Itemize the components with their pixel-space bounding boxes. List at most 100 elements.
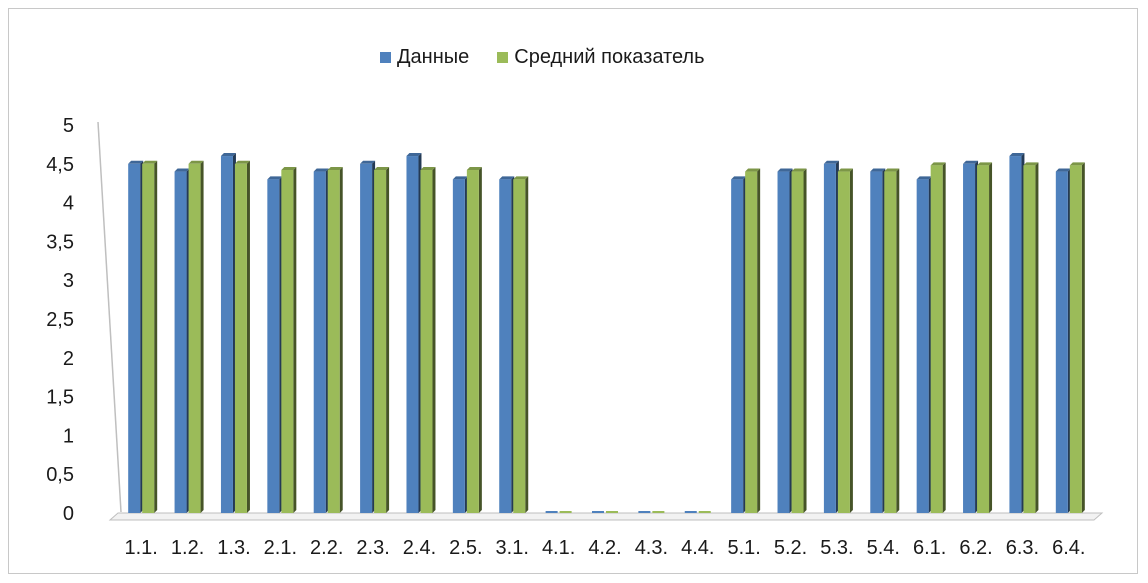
bar-top-series-1-6.2. xyxy=(963,160,979,164)
bar-series-1-2.2. xyxy=(313,171,326,513)
bar-top-series-2-1.3. xyxy=(234,160,250,164)
bar-top-series-1-1.3. xyxy=(220,153,236,157)
y-tick-label: 2 xyxy=(63,348,74,370)
bar-series-1-5.4. xyxy=(870,171,883,513)
y-axis-line xyxy=(97,121,122,513)
bar-series-1-5.2. xyxy=(777,171,790,513)
x-tick-label: 4.2. xyxy=(588,537,621,559)
bar-series-1-2.4. xyxy=(406,156,419,514)
bar-series-1-5.3. xyxy=(823,163,836,514)
legend: Данные Средний показатель xyxy=(380,44,705,70)
legend-swatch-series-2 xyxy=(497,51,509,63)
bar-top-series-2-6.1. xyxy=(930,162,946,166)
y-tick-label: 0 xyxy=(63,503,74,525)
bar-top-series-1-1.2. xyxy=(174,168,190,172)
x-tick-label: 5.4. xyxy=(867,537,900,559)
bar-top-series-2-6.4. xyxy=(1069,162,1085,166)
bar-top-series-1-6.3. xyxy=(1009,153,1025,157)
bar-top-series-1-6.4. xyxy=(1055,168,1071,172)
bar-series-2-4.3. xyxy=(652,511,665,513)
bar-series-1-4.2. xyxy=(592,511,604,513)
bar-series-2-1.3. xyxy=(234,163,247,514)
x-tick-label: 2.1. xyxy=(264,537,297,559)
bar-series-2-1.2. xyxy=(188,163,201,514)
bar-side-series-2-2.2. xyxy=(339,167,343,513)
bar-top-series-2-1.1. xyxy=(142,160,158,164)
bar-top-series-1-2.4. xyxy=(406,153,422,157)
bar-top-series-1-5.4. xyxy=(870,168,886,172)
bar-top-series-2-2.2. xyxy=(327,167,343,171)
bar-top-series-1-5.1. xyxy=(731,176,747,180)
legend-label-series-2: Средний показатель xyxy=(514,45,705,68)
legend-label-series-1: Данные xyxy=(397,45,470,68)
bar-side-series-2-2.5. xyxy=(478,167,482,513)
x-tick-label: 3.1. xyxy=(496,537,529,559)
bar-series-1-3.1. xyxy=(499,179,512,513)
x-tick-label: 5.1. xyxy=(727,537,760,559)
bar-side-series-2-2.3. xyxy=(386,167,390,513)
bar-series-1-4.3. xyxy=(638,511,651,513)
bar-top-series-2-2.5. xyxy=(466,167,482,171)
bar-series-2-4.1. xyxy=(559,511,572,513)
bar-series-1-5.1. xyxy=(731,179,744,513)
y-tick-label: 2,5 xyxy=(46,309,74,331)
bar-side-series-2-5.4. xyxy=(896,168,900,513)
bar-series-1-4.1. xyxy=(545,511,558,513)
x-tick-label: 2.5. xyxy=(449,537,482,559)
bar-series-1-6.3. xyxy=(1009,156,1022,514)
bar-series-2-5.1. xyxy=(745,171,758,513)
bar-top-series-2-5.3. xyxy=(837,168,853,172)
bar-side-series-2-5.3. xyxy=(849,168,853,513)
bar-top-series-1-2.3. xyxy=(360,160,376,164)
bar-side-series-2-2.4. xyxy=(432,167,436,513)
bar-series-1-1.3. xyxy=(220,156,233,514)
x-tick-label: 5.3. xyxy=(820,537,853,559)
bar-series-1-4.4. xyxy=(684,511,697,513)
y-tick-label: 3,5 xyxy=(46,231,74,253)
bar-series-2-2.5. xyxy=(466,170,479,513)
bar-series-2-1.1. xyxy=(142,163,155,514)
bar-side-series-2-2.1. xyxy=(293,167,297,513)
bar-top-series-2-1.2. xyxy=(188,160,204,164)
bar-series-1-6.2. xyxy=(963,163,976,514)
bar-side-series-2-6.1. xyxy=(942,162,946,514)
y-tick-label: 5 xyxy=(63,115,74,137)
bar-series-2-2.3. xyxy=(374,170,387,513)
bar-series-2-5.3. xyxy=(837,171,850,513)
bar-series-1-2.3. xyxy=(360,163,373,514)
bar-series-2-6.2. xyxy=(977,165,990,514)
chart-floor xyxy=(108,512,1104,521)
bar-top-series-2-2.1. xyxy=(281,167,297,171)
x-tick-label: 6.4. xyxy=(1052,537,1085,559)
y-tick-label: 1 xyxy=(63,425,74,447)
bar-series-1-2.5. xyxy=(452,179,465,513)
bar-top-series-2-5.4. xyxy=(884,168,900,172)
bar-side-series-2-6.4. xyxy=(1081,162,1085,514)
x-tick-label: 4.1. xyxy=(542,537,575,559)
bar-top-series-2-5.2. xyxy=(791,168,807,172)
bar-top-series-2-2.4. xyxy=(420,167,436,171)
bar-series-2-6.4. xyxy=(1069,165,1082,514)
x-tick-label: 6.3. xyxy=(1006,537,1039,559)
x-tick-label: 6.2. xyxy=(959,537,992,559)
bar-series-1-6.1. xyxy=(916,179,929,513)
bar-top-series-2-6.2. xyxy=(977,162,993,166)
y-tick-label: 4,5 xyxy=(46,154,74,176)
bar-side-series-2-1.3. xyxy=(246,160,250,514)
bar-side-series-2-1.1. xyxy=(154,160,158,514)
bar-series-2-5.2. xyxy=(791,171,804,513)
bar-series-2-3.1. xyxy=(513,179,526,513)
bar-side-series-2-6.3. xyxy=(1035,162,1039,514)
bar-top-series-1-2.1. xyxy=(267,176,283,180)
bar-series-2-5.4. xyxy=(884,171,897,513)
bar-series-1-6.4. xyxy=(1055,171,1068,513)
bar-top-series-1-2.2. xyxy=(313,168,329,172)
bar-series-2-2.2. xyxy=(327,170,340,513)
bar-top-series-1-5.3. xyxy=(823,160,839,164)
x-tick-label: 1.1. xyxy=(125,537,158,559)
bar-top-series-1-5.2. xyxy=(777,168,793,172)
bar-series-2-2.4. xyxy=(420,170,433,513)
bar-side-series-2-1.2. xyxy=(200,160,204,514)
legend-item-series-2: Средний показатель xyxy=(497,45,705,69)
bar-top-series-1-2.5. xyxy=(452,176,468,180)
